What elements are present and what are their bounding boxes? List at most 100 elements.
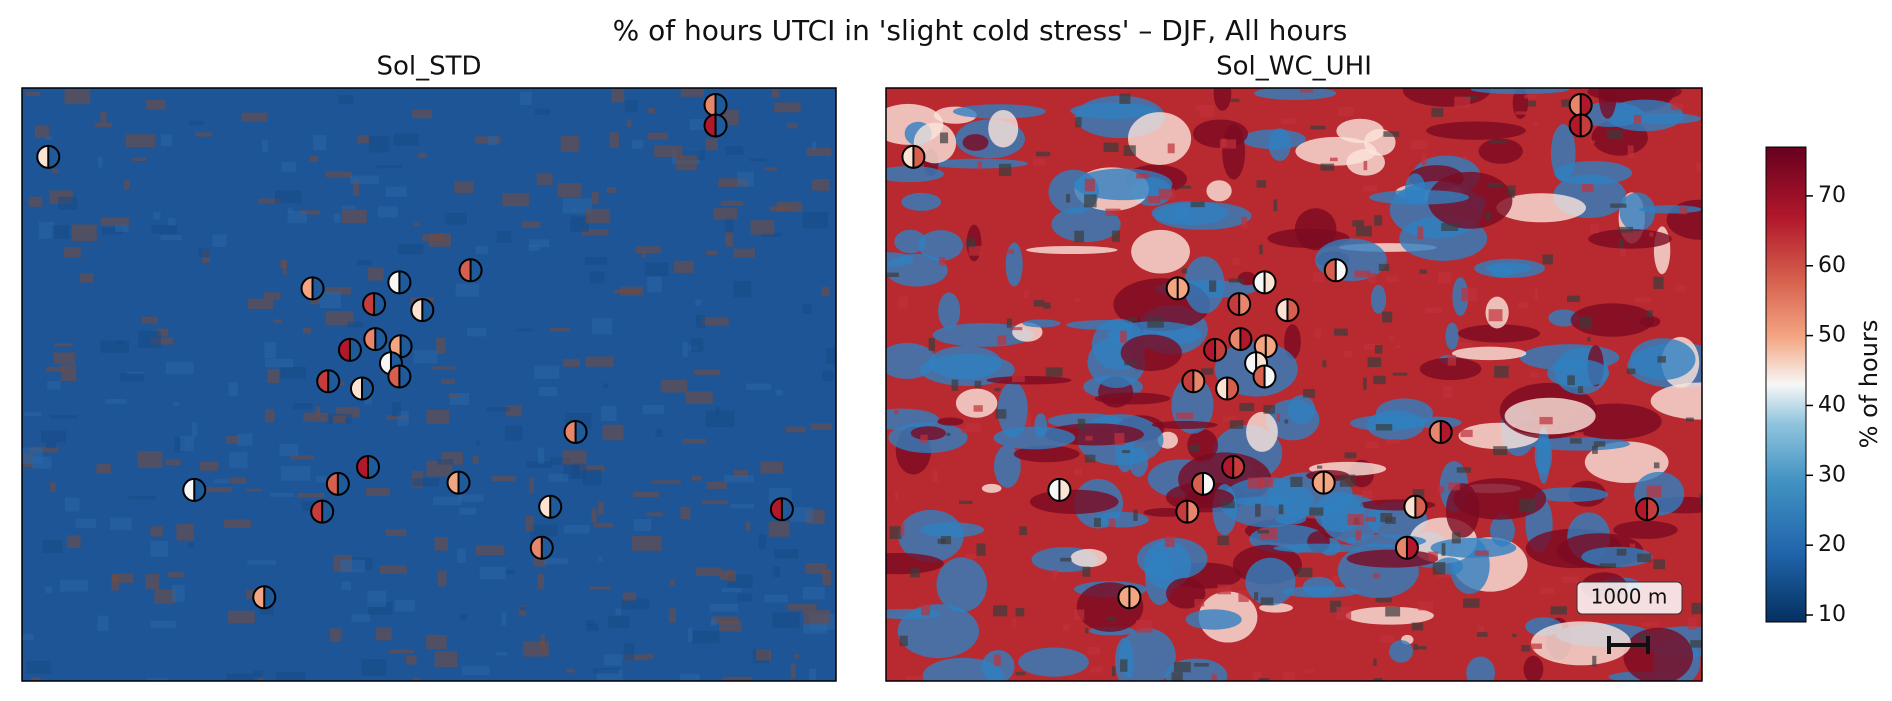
map-texture xyxy=(806,147,832,157)
map-texture xyxy=(1462,598,1480,608)
map-texture xyxy=(1616,548,1627,556)
map-texture xyxy=(436,337,446,354)
map-texture xyxy=(180,435,194,452)
map-texture xyxy=(1515,111,1527,115)
station-half xyxy=(1264,365,1276,388)
map-texture xyxy=(548,473,569,482)
map-texture xyxy=(349,175,379,184)
map-texture xyxy=(1287,395,1316,425)
map-texture xyxy=(802,212,829,229)
map-texture xyxy=(1413,643,1418,651)
map-texture xyxy=(1026,246,1118,255)
map-texture xyxy=(1428,551,1438,562)
colorbar-tick-label: 20 xyxy=(1818,532,1846,557)
map-texture xyxy=(1006,249,1014,254)
map-texture xyxy=(631,140,644,149)
map-texture xyxy=(1344,350,1353,357)
map-texture xyxy=(431,366,456,370)
map-texture xyxy=(273,319,283,323)
map-texture xyxy=(682,438,707,444)
map-texture xyxy=(1375,424,1393,431)
map-texture xyxy=(64,497,80,512)
map-texture xyxy=(1417,226,1424,240)
station-half xyxy=(704,114,716,137)
map-texture xyxy=(341,209,367,224)
map-texture xyxy=(1477,625,1485,632)
map-texture xyxy=(835,677,836,681)
map-texture xyxy=(1029,489,1119,514)
map-texture xyxy=(94,122,113,128)
map-texture xyxy=(1258,478,1274,488)
map-texture xyxy=(367,590,387,607)
map-texture xyxy=(713,207,737,220)
map-texture xyxy=(550,457,570,465)
map-texture xyxy=(150,337,174,345)
map-texture xyxy=(642,404,665,414)
map-texture xyxy=(146,99,166,110)
map-texture xyxy=(475,245,488,255)
station-half xyxy=(715,93,727,116)
map-texture xyxy=(1474,550,1489,556)
map-texture xyxy=(1496,193,1586,223)
map-texture xyxy=(1075,117,1082,128)
map-texture xyxy=(1373,658,1377,666)
map-texture xyxy=(1634,297,1652,303)
map-texture xyxy=(440,378,455,384)
map-texture xyxy=(426,409,449,424)
map-texture xyxy=(660,379,688,393)
map-texture xyxy=(1441,543,1446,556)
map-texture xyxy=(755,649,772,661)
map-texture xyxy=(385,529,407,536)
map-texture xyxy=(1194,663,1209,667)
map-texture xyxy=(611,88,625,103)
map-texture xyxy=(1070,102,1157,119)
map-texture xyxy=(586,623,599,632)
map-texture xyxy=(297,492,324,498)
map-texture xyxy=(1337,106,1354,117)
map-texture xyxy=(1618,226,1634,233)
map-texture xyxy=(1671,103,1683,110)
map-texture xyxy=(1385,606,1401,617)
map-texture xyxy=(613,289,640,293)
map-texture xyxy=(457,548,466,563)
panel-title: Sol_WC_UHI xyxy=(1216,52,1372,82)
map-texture xyxy=(1260,597,1274,606)
map-texture xyxy=(168,572,184,578)
map-texture xyxy=(1005,242,1023,287)
map-texture xyxy=(725,146,744,155)
map-texture xyxy=(1022,319,1061,328)
map-texture xyxy=(572,462,581,479)
station-half xyxy=(1215,338,1227,361)
map-texture xyxy=(1521,645,1531,652)
map-texture xyxy=(156,328,169,337)
map-texture xyxy=(1015,608,1025,617)
map-texture xyxy=(313,134,327,151)
map-texture xyxy=(562,450,587,465)
map-texture xyxy=(622,654,648,661)
map-texture xyxy=(290,455,314,460)
map-texture xyxy=(1018,647,1089,677)
station-half xyxy=(539,495,551,518)
map-texture xyxy=(309,155,319,162)
map-texture xyxy=(258,677,264,681)
map-texture xyxy=(631,535,662,551)
map-texture xyxy=(565,669,576,673)
station-half xyxy=(770,498,782,521)
map-texture xyxy=(1074,469,1083,475)
map-texture xyxy=(1457,324,1541,343)
map-texture xyxy=(63,247,81,258)
map-texture xyxy=(388,649,414,654)
map-texture xyxy=(1033,299,1045,307)
map-texture xyxy=(564,524,590,534)
map-texture xyxy=(603,654,623,666)
station-half xyxy=(350,377,362,400)
map-texture xyxy=(325,286,351,295)
map-texture xyxy=(1334,328,1348,336)
map-texture xyxy=(1598,88,1617,119)
map-texture xyxy=(1542,254,1553,265)
map-texture xyxy=(1378,263,1390,272)
map-texture xyxy=(375,627,392,641)
map-texture xyxy=(939,132,949,144)
map-texture xyxy=(1657,356,1666,363)
map-texture xyxy=(41,430,67,443)
